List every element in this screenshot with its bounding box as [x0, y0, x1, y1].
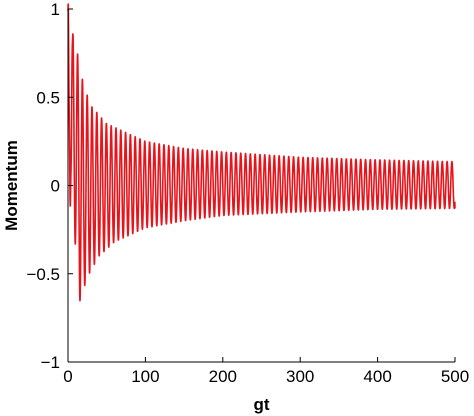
y-ticks: −1 −0.5 0 0.5 1	[26, 0, 73, 372]
x-tick-label: 400	[363, 367, 391, 386]
x-tick-label: 300	[286, 367, 314, 386]
series-line	[68, 4, 455, 301]
x-tick-label: 100	[131, 367, 159, 386]
y-tick-label: 0.5	[36, 88, 60, 107]
y-tick-label: −1	[41, 353, 60, 372]
x-tick-label: 0	[63, 367, 72, 386]
y-tick-label: 0	[51, 177, 60, 196]
x-tick-label: 200	[209, 367, 237, 386]
y-tick-label: 1	[51, 0, 60, 19]
y-axis-title: Momentum	[2, 140, 21, 231]
x-ticks: 0 100 200 300 400 500	[63, 357, 469, 386]
x-tick-label: 500	[441, 367, 469, 386]
x-axis-title: gt	[253, 395, 269, 414]
y-tick-label: −0.5	[26, 265, 60, 284]
